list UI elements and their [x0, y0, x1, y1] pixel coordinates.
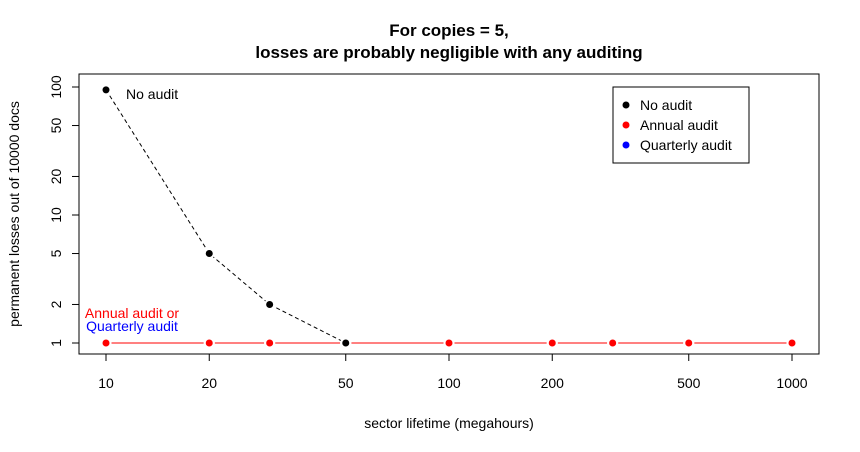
legend-marker-annual-audit [622, 121, 630, 129]
legend-box [612, 86, 750, 164]
x-tick-label: 10 [98, 375, 114, 391]
y-axis-label: permanent losses out of 10000 docs [6, 101, 22, 327]
annotation-annual-audit: Annual audit or [85, 305, 180, 321]
series-points [100, 84, 798, 349]
annotation-no-audit: No audit [126, 86, 178, 102]
y-tick-label: 10 [48, 207, 64, 223]
y-tick-label: 2 [48, 300, 64, 308]
data-point-annual-audit [609, 339, 617, 347]
y-tick-label: 5 [48, 249, 64, 257]
chart-title-line1: For copies = 5, [389, 21, 509, 40]
legend-label-annual-audit: Annual audit [640, 117, 718, 133]
data-point-no-audit [205, 250, 213, 258]
data-point-no-audit [102, 86, 110, 94]
data-point-annual-audit [205, 339, 213, 347]
data-point-annual-audit [788, 339, 796, 347]
x-tick-label: 100 [437, 375, 461, 391]
data-point-annual-audit [445, 339, 453, 347]
x-axis-label: sector lifetime (megahours) [364, 415, 534, 431]
x-tick-label: 50 [338, 375, 354, 391]
x-tick-label: 200 [541, 375, 565, 391]
legend-marker-no-audit [622, 101, 630, 109]
legend-label-no-audit: No audit [640, 97, 692, 113]
data-point-no-audit [266, 300, 274, 308]
legend: No audit Annual audit Quarterly audit [612, 86, 750, 164]
x-tick-label: 1000 [776, 375, 807, 391]
data-point-no-audit [342, 339, 350, 347]
series-line-no-audit [105, 89, 346, 344]
chart-title-line2: losses are probably negligible with any … [255, 43, 642, 62]
y-tick-label: 50 [48, 118, 64, 134]
x-tick-label: 20 [201, 375, 217, 391]
axes: 10 20 50 100 200 500 1000 1 2 5 10 20 50 100 [48, 75, 808, 391]
data-point-annual-audit [266, 339, 274, 347]
data-point-annual-audit [102, 339, 110, 347]
data-point-annual-audit [685, 339, 693, 347]
y-tick-label: 100 [48, 75, 64, 99]
y-tick-label: 1 [48, 339, 64, 347]
data-point-annual-audit [548, 339, 556, 347]
legend-label-quarterly-audit: Quarterly audit [640, 137, 732, 153]
x-tick-label: 500 [677, 375, 701, 391]
legend-marker-quarterly-audit [622, 141, 630, 149]
y-tick-label: 20 [48, 168, 64, 184]
annotation-quarterly-audit: Quarterly audit [86, 318, 178, 334]
